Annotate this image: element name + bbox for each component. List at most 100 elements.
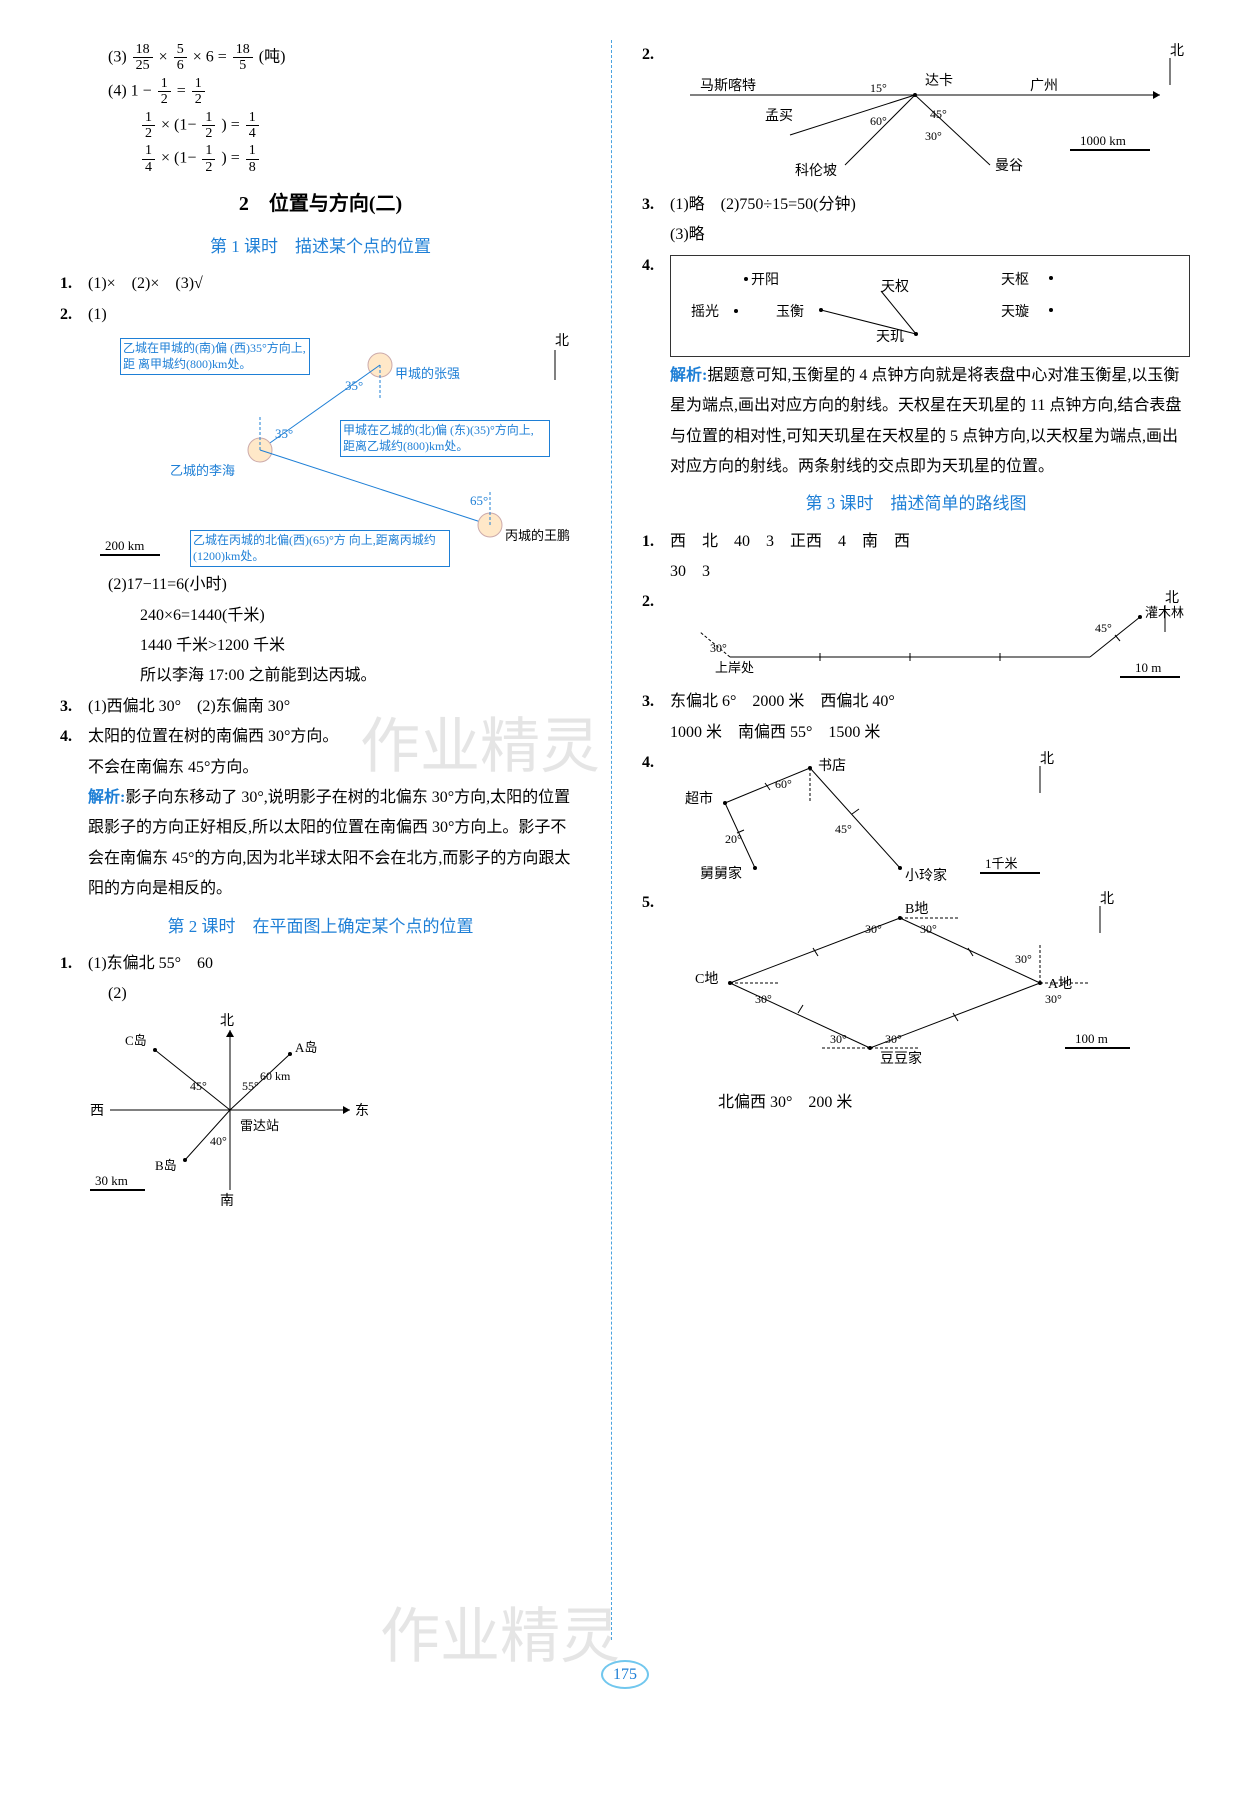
svg-text:西: 西 xyxy=(90,1104,104,1119)
svg-text:30°: 30° xyxy=(1045,992,1062,1006)
svg-text:灌木林: 灌木林 xyxy=(1145,605,1184,620)
svg-text:北: 北 xyxy=(1100,891,1114,907)
svg-text:摇光: 摇光 xyxy=(691,304,719,320)
svg-text:孟买: 孟买 xyxy=(765,108,793,124)
right-q5-answer: 北偏西 30° 200 米 xyxy=(670,1088,1190,1118)
right-q4-explanation: 据题意可知,玉衡星的 4 点钟方向就是将表盘中心对准玉衡星,以玉衡星为端点,画出… xyxy=(670,367,1181,475)
svg-text:小玲家: 小玲家 xyxy=(905,867,947,884)
eq3-prefix: (3) xyxy=(108,49,127,66)
svg-text:45°: 45° xyxy=(930,107,947,121)
svg-text:35°: 35° xyxy=(345,378,363,393)
left-q1: 1. (1)× (2)× (3)√ xyxy=(60,269,581,299)
svg-text:科伦坡: 科伦坡 xyxy=(795,163,837,179)
left-q3: 3. (1)西偏北 30° (2)东偏南 30° xyxy=(60,692,581,722)
svg-text:甲城的张强: 甲城的张强 xyxy=(395,366,460,381)
svg-text:30°: 30° xyxy=(865,922,882,936)
svg-text:30°: 30° xyxy=(755,992,772,1006)
svg-text:35°: 35° xyxy=(275,426,293,441)
fig1-box1: 乙城在甲城的(南)偏 (西)35°方向上,距 离甲城约(800)km处。 xyxy=(120,338,310,375)
svg-text:C地: C地 xyxy=(695,971,718,987)
left-s2-q1-sub2: (2) xyxy=(60,979,581,1009)
svg-text:60 km: 60 km xyxy=(260,1069,291,1083)
left-q4-explanation: 影子向东移动了 30°,说明影子在树的北偏东 30°方向,太阳的位置跟影子的方向… xyxy=(88,789,570,897)
figure-route-3: 北 B地 C地 A地 豆豆家 xyxy=(670,888,1150,1088)
svg-text:北: 北 xyxy=(1165,590,1179,606)
right-s3-q1: 1. 西 北 40 3 正西 4 南 西 30 3 xyxy=(642,527,1190,588)
figure-radar: 北 南 东 西 雷达站 A岛 55° 60 km B岛 40° C岛 45° 3… xyxy=(60,1010,400,1210)
svg-text:天璇: 天璇 xyxy=(1001,304,1029,320)
page-number: 175 xyxy=(60,1660,1190,1690)
svg-text:舅舅家: 舅舅家 xyxy=(700,865,742,882)
svg-text:45°: 45° xyxy=(190,1079,207,1093)
svg-text:40°: 40° xyxy=(210,1134,227,1148)
explain-label: 解析: xyxy=(88,789,125,806)
svg-text:A地: A地 xyxy=(1048,976,1072,992)
figure-asia-cities: 北 达卡 马斯喀特 广州 孟买 科伦坡 曼谷 15° xyxy=(670,40,1190,190)
svg-text:30°: 30° xyxy=(885,1032,902,1046)
equation-4c: 14 × (1− 12 ) = 18 xyxy=(60,143,581,175)
explain-label-2: 解析: xyxy=(670,367,707,384)
svg-text:曼谷: 曼谷 xyxy=(995,158,1023,174)
left-s2-q1: 1. (1)东偏北 55° 60 xyxy=(60,949,581,979)
svg-text:30 km: 30 km xyxy=(95,1173,128,1188)
svg-text:B地: B地 xyxy=(905,901,928,917)
left-q2b-line1: 240×6=1440(千米) xyxy=(60,601,581,631)
right-s3-q3: 3. 东偏北 6° 2000 米 西偏北 40° 1000 米 南偏西 55° … xyxy=(642,687,1190,748)
svg-text:雷达站: 雷达站 xyxy=(240,1118,279,1133)
svg-text:30°: 30° xyxy=(925,129,942,143)
equation-4b: 12 × (1− 12 ) = 14 xyxy=(60,110,581,142)
svg-text:北: 北 xyxy=(555,333,569,349)
subtitle-1: 第 1 课时 描述某个点的位置 xyxy=(60,231,581,263)
svg-text:30°: 30° xyxy=(920,922,937,936)
svg-text:55°: 55° xyxy=(242,1079,259,1093)
svg-text:65°: 65° xyxy=(470,493,488,508)
svg-text:天枢: 天枢 xyxy=(1001,272,1029,288)
left-q2: 2. (1) xyxy=(60,300,581,330)
svg-text:北: 北 xyxy=(220,1013,234,1029)
figure-stars: 开阳 天权 天枢 摇光 玉衡 天璇 天玑 xyxy=(670,255,1190,357)
subtitle-2: 第 2 课时 在平面图上确定某个点的位置 xyxy=(60,911,581,943)
svg-text:东: 东 xyxy=(355,1103,369,1119)
svg-text:达卡: 达卡 xyxy=(925,73,953,89)
column-divider xyxy=(611,40,612,1640)
svg-text:30°: 30° xyxy=(710,641,727,655)
svg-text:豆豆家: 豆豆家 xyxy=(880,1050,922,1067)
right-q2: 2. 北 达卡 马斯喀特 广州 孟买 科伦坡 曼 xyxy=(642,40,1190,190)
svg-text:60°: 60° xyxy=(775,777,792,791)
svg-text:天权: 天权 xyxy=(881,279,909,295)
figure-route-2: 北 书店 超市 60° 舅舅家 20° 小玲家 45° xyxy=(670,748,1090,888)
figure-route-1: 北 灌木林 45° 30° 上岸处 10 m xyxy=(670,587,1190,687)
svg-text:马斯喀特: 马斯喀特 xyxy=(700,78,756,94)
main-title: 2 位置与方向(二) xyxy=(60,185,581,223)
right-s3-q2: 2. 北 灌木林 45° 30° 上岸处 10 m xyxy=(642,587,1190,687)
right-s3-q4: 4. 北 书店 超市 60° 舅舅家 20° 小 xyxy=(642,748,1190,888)
right-q4: 4. 开阳 天权 天枢 摇光 玉衡 天璇 天玑 xyxy=(642,251,1190,483)
svg-text:15°: 15° xyxy=(870,81,887,95)
left-q4: 4. 太阳的位置在树的南偏西 30°方向。 不会在南偏东 45°方向。 解析:影… xyxy=(60,722,581,904)
svg-text:20°: 20° xyxy=(725,832,742,846)
svg-text:10 m: 10 m xyxy=(1135,660,1161,675)
equation-4a: (4) 1 − 12 = 12 xyxy=(60,76,581,108)
svg-text:书店: 书店 xyxy=(818,758,846,774)
svg-text:B岛: B岛 xyxy=(155,1158,177,1173)
fig1-box2: 甲城在乙城的(北)偏 (东)(35)°方向上, 距离乙城约(800)km处。 xyxy=(340,420,550,457)
svg-text:100 m: 100 m xyxy=(1075,1031,1108,1046)
left-column: (3) 1825 × 56 × 6 = 185 (吨) (4) 1 − 12 =… xyxy=(60,40,581,1640)
svg-text:丙城的王鹏: 丙城的王鹏 xyxy=(505,528,570,543)
svg-text:45°: 45° xyxy=(1095,621,1112,635)
svg-text:开阳: 开阳 xyxy=(751,272,779,288)
figure-cities: 北 甲城的张强 35° 乙城在甲城的(南)偏 (西)35°方向上,距 离甲城约(… xyxy=(60,330,580,570)
svg-text:60°: 60° xyxy=(870,114,887,128)
svg-text:C岛: C岛 xyxy=(125,1033,147,1048)
svg-text:45°: 45° xyxy=(835,822,852,836)
svg-text:上岸处: 上岸处 xyxy=(715,660,754,675)
svg-text:南: 南 xyxy=(220,1193,234,1209)
svg-text:200 km: 200 km xyxy=(105,538,144,553)
left-q2b-line2: 1440 千米>1200 千米 xyxy=(60,631,581,661)
left-q2b-line3: 所以李海 17:00 之前能到达丙城。 xyxy=(60,661,581,691)
svg-text:1千米: 1千米 xyxy=(985,856,1018,871)
svg-text:天玑: 天玑 xyxy=(876,330,904,345)
right-q3: 3. (1)略 (2)750÷15=50(分钟) (3)略 xyxy=(642,190,1190,251)
svg-text:30°: 30° xyxy=(1015,952,1032,966)
svg-text:乙城的李海: 乙城的李海 xyxy=(170,463,235,478)
